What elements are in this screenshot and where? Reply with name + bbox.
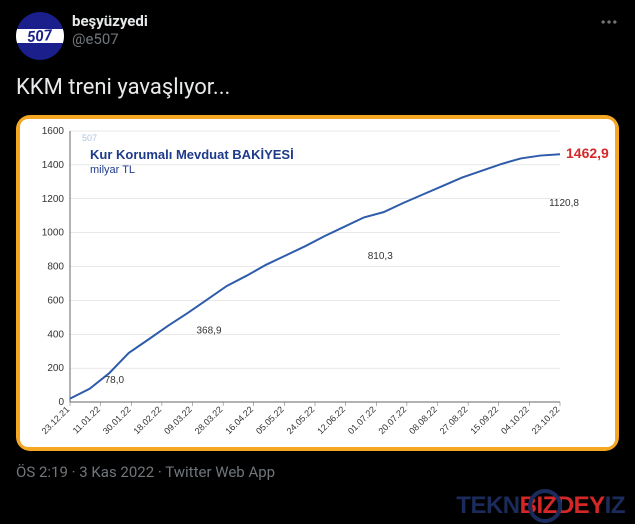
- svg-text:09.03.22: 09.03.22: [162, 404, 194, 436]
- svg-text:08.08.22: 08.08.22: [407, 404, 439, 436]
- svg-text:1400: 1400: [42, 159, 65, 170]
- svg-text:400: 400: [47, 329, 64, 340]
- svg-text:milyar TL: milyar TL: [90, 164, 135, 176]
- svg-text:23.12.21: 23.12.21: [40, 404, 72, 436]
- svg-text:01.07.22: 01.07.22: [346, 404, 378, 436]
- svg-text:27.08.22: 27.08.22: [438, 404, 470, 436]
- svg-text:28.03.22: 28.03.22: [193, 404, 225, 436]
- svg-text:Kur Korumalı Mevduat BAKİYESİ: Kur Korumalı Mevduat BAKİYESİ: [90, 147, 294, 162]
- svg-text:11.01.22: 11.01.22: [71, 404, 102, 435]
- svg-text:368,9: 368,9: [197, 325, 222, 336]
- svg-text:18.02.22: 18.02.22: [131, 404, 163, 436]
- svg-text:23.10.22: 23.10.22: [530, 404, 562, 436]
- svg-text:1000: 1000: [42, 227, 65, 238]
- svg-text:1462,9: 1462,9: [566, 145, 609, 161]
- tweet-header: 507 beşyüzyedi @e507: [16, 12, 619, 60]
- svg-text:12.06.22: 12.06.22: [315, 404, 347, 436]
- svg-text:1600: 1600: [42, 126, 65, 137]
- svg-text:600: 600: [47, 295, 64, 306]
- svg-text:1200: 1200: [42, 193, 65, 204]
- svg-text:15.09.22: 15.09.22: [468, 404, 500, 436]
- svg-text:1120,8: 1120,8: [549, 198, 579, 209]
- tweet-meta: ÖS 2:19 · 3 Kas 2022 · Twitter Web App: [16, 463, 619, 481]
- avatar[interactable]: 507: [16, 12, 64, 60]
- svg-text:507: 507: [82, 133, 97, 143]
- svg-text:78,0: 78,0: [105, 374, 125, 385]
- source-link[interactable]: Twitter Web App: [165, 463, 275, 481]
- svg-text:810,3: 810,3: [368, 250, 393, 261]
- svg-text:16.04.22: 16.04.22: [223, 404, 255, 436]
- svg-text:200: 200: [47, 363, 64, 374]
- chart-attachment[interactable]: 0200400600800100012001400160023.12.2111.…: [16, 115, 619, 451]
- svg-text:05.05.22: 05.05.22: [254, 404, 286, 436]
- avatar-text: 507: [27, 26, 54, 46]
- svg-text:04.10.22: 04.10.22: [499, 404, 531, 436]
- display-name[interactable]: beşyüzyedi: [72, 12, 148, 30]
- line-chart: 0200400600800100012001400160023.12.2111.…: [20, 119, 615, 447]
- tweet-text: KKM treni yavaşlıyor...: [16, 74, 619, 103]
- svg-text:24.05.22: 24.05.22: [285, 404, 317, 436]
- handle[interactable]: @e507: [72, 30, 148, 48]
- svg-text:800: 800: [47, 261, 64, 272]
- svg-text:20.07.22: 20.07.22: [376, 404, 408, 436]
- svg-text:30.01.22: 30.01.22: [101, 404, 133, 436]
- profile-link[interactable]: 507 beşyüzyedi @e507: [16, 12, 148, 60]
- timestamp-link[interactable]: ÖS 2:19 · 3 Kas 2022: [16, 463, 154, 481]
- watermark-logo: TEKNBIZDEYIZ: [456, 492, 625, 520]
- more-icon[interactable]: [599, 12, 619, 32]
